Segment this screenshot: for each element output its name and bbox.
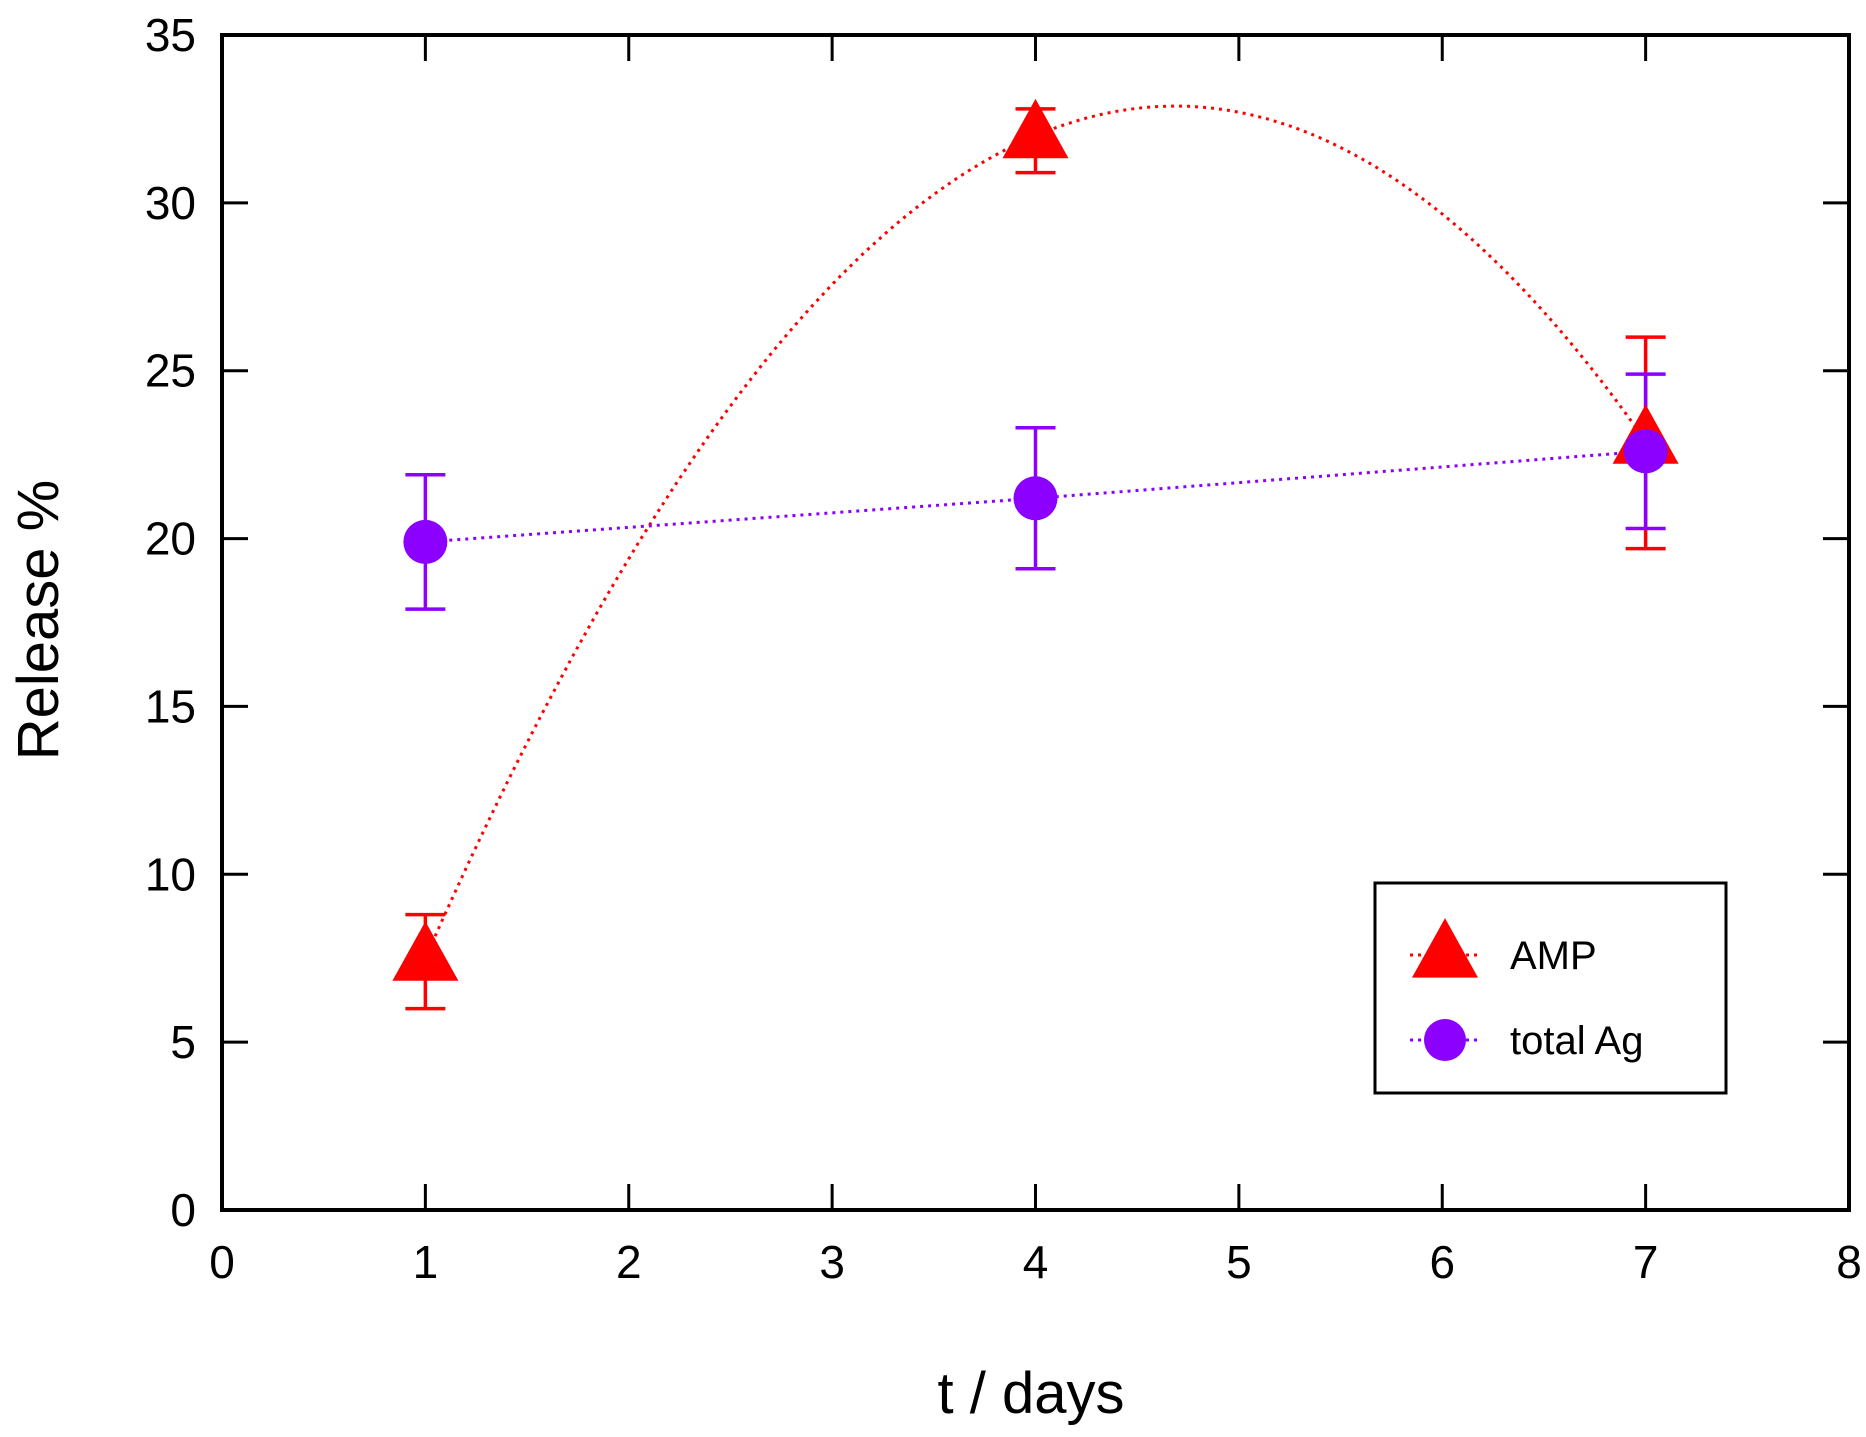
x-tick-label: 8 — [1836, 1236, 1862, 1288]
y-tick-label: 25 — [145, 345, 196, 397]
y-tick-label: 35 — [145, 9, 196, 61]
legend-entry-total-ag: total Ag — [1410, 1019, 1643, 1063]
amp-point — [392, 921, 459, 981]
legend-box — [1373, 881, 1728, 1095]
axis-tick-labels: 0 1 2 3 4 5 6 7 8 0 5 10 15 20 25 30 35 — [145, 9, 1862, 1288]
y-axis-title: Release % — [6, 480, 71, 760]
error-bars — [405, 107, 1666, 1011]
x-tick-label: 6 — [1429, 1236, 1455, 1288]
axis-ticks — [220, 33, 1851, 1212]
y-tick-label: 30 — [145, 177, 196, 229]
y-tick-label: 15 — [145, 680, 196, 732]
legend-marker-triangle — [1412, 918, 1478, 978]
total-ag-point — [403, 519, 448, 564]
data-markers — [392, 98, 1679, 981]
x-tick-label: 0 — [209, 1236, 235, 1288]
legend-marker-circle — [1424, 1019, 1466, 1061]
legend-entries: AMP total Ag — [1410, 918, 1643, 1063]
total-ag-point — [1623, 429, 1668, 474]
amp-point — [1002, 98, 1069, 159]
total-ag-point — [1013, 476, 1058, 521]
legend: AMP total Ag — [1373, 881, 1728, 1095]
x-tick-label: 4 — [1023, 1236, 1049, 1288]
x-axis-title: t / days — [938, 1361, 1125, 1426]
legend-label: total Ag — [1510, 1019, 1643, 1063]
x-tick-label: 3 — [819, 1236, 845, 1288]
legend-label: AMP — [1510, 934, 1597, 978]
x-tick-label: 1 — [413, 1236, 439, 1288]
x-tick-label: 2 — [616, 1236, 642, 1288]
legend-entry-amp: AMP — [1410, 918, 1597, 978]
y-tick-label: 10 — [145, 848, 196, 900]
amp-line — [424, 104, 1647, 959]
x-tick-label: 5 — [1226, 1236, 1252, 1288]
y-tick-label: 5 — [170, 1016, 196, 1068]
series-lines — [424, 104, 1647, 959]
x-tick-label: 7 — [1633, 1236, 1659, 1288]
y-tick-label: 0 — [170, 1184, 196, 1236]
y-tick-label: 20 — [145, 513, 196, 565]
